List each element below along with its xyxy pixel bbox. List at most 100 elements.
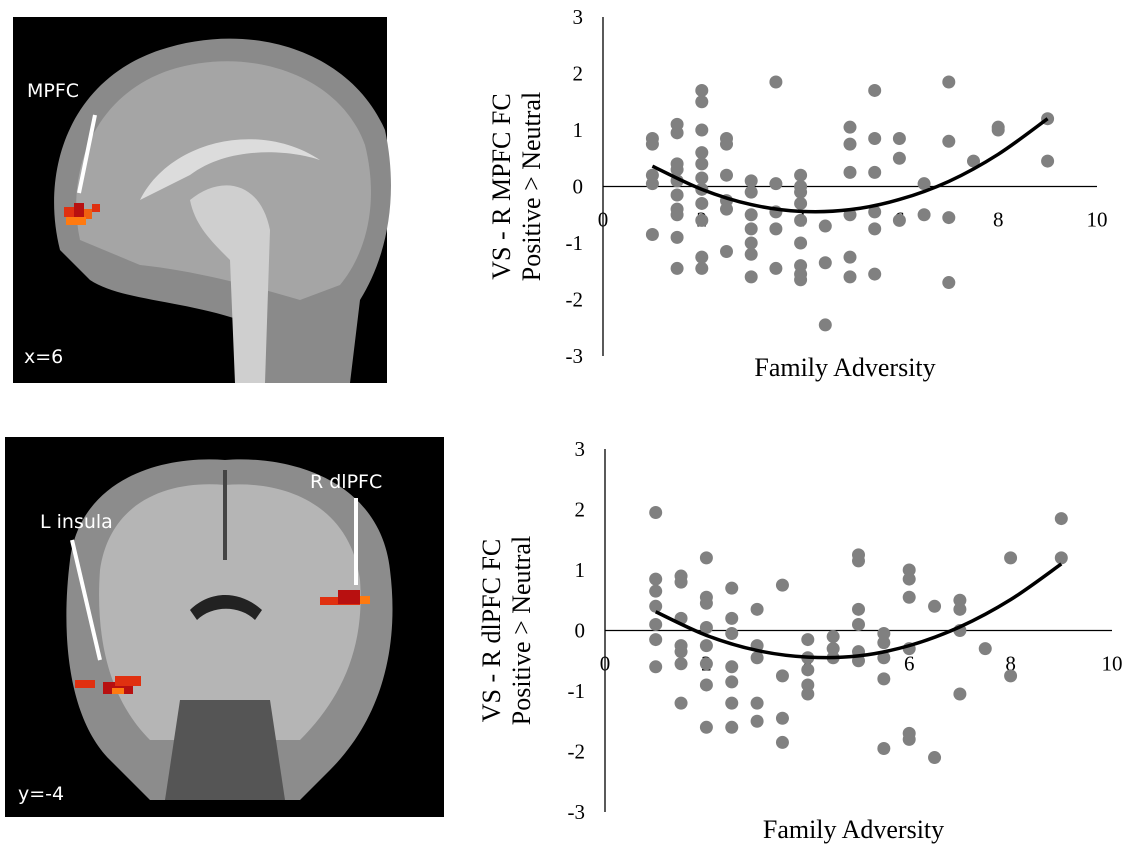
data-point	[750, 651, 764, 665]
y-tick-label: -1	[566, 231, 584, 255]
data-point	[953, 593, 967, 607]
data-point	[670, 208, 684, 222]
data-point	[699, 657, 713, 671]
x-tick-label: 10	[1102, 652, 1123, 676]
data-point	[826, 642, 840, 656]
data-point	[695, 196, 709, 210]
data-point	[744, 236, 758, 250]
x-axis-label: Family Adversity	[754, 353, 935, 382]
data-point	[942, 211, 956, 225]
data-point	[725, 581, 739, 595]
y-tick-label: 1	[573, 118, 584, 142]
y-tick-label: 0	[573, 175, 584, 199]
data-point	[725, 696, 739, 710]
data-point	[775, 711, 789, 725]
data-point	[695, 250, 709, 264]
data-point	[699, 720, 713, 734]
data-point	[695, 123, 709, 137]
data-point	[917, 208, 931, 222]
y-tick-label: 0	[575, 619, 586, 643]
data-point	[978, 642, 992, 656]
data-point	[818, 256, 832, 270]
data-point	[670, 126, 684, 140]
data-point	[649, 572, 663, 586]
region-label: R dlPFC	[310, 471, 382, 493]
data-point	[674, 657, 688, 671]
data-point	[750, 602, 764, 616]
data-point	[725, 627, 739, 641]
data-point	[928, 599, 942, 613]
data-point	[1004, 551, 1018, 565]
data-point	[649, 584, 663, 598]
x-tick-label: 10	[1087, 208, 1108, 232]
data-point	[695, 261, 709, 275]
x-axis-label: Family Adversity	[763, 815, 944, 844]
data-point	[942, 75, 956, 89]
y-tick-label: 1	[575, 558, 586, 582]
y-axis-label: VS - R MPFC FC	[487, 93, 516, 279]
data-point	[942, 134, 956, 148]
y-tick-label: 3	[575, 437, 586, 461]
data-point	[775, 578, 789, 592]
data-point	[877, 651, 891, 665]
data-point	[868, 222, 882, 236]
slice-coordinate: x=6	[24, 346, 63, 368]
data-point	[1054, 551, 1068, 565]
data-point	[1041, 154, 1055, 168]
data-point	[843, 250, 857, 264]
y-axis-label: Positive > Neutral	[507, 536, 536, 725]
x-tick-label: 0	[598, 208, 609, 232]
data-point	[769, 222, 783, 236]
data-point	[794, 213, 808, 227]
data-point	[953, 602, 967, 616]
data-point	[902, 572, 916, 586]
data-point	[645, 177, 659, 191]
y-axis-label: VS - R dlPFC FC	[477, 539, 506, 723]
data-point	[843, 270, 857, 284]
data-point	[699, 551, 713, 565]
data-point	[769, 75, 783, 89]
data-point	[928, 751, 942, 765]
data-point	[645, 228, 659, 242]
data-point	[670, 261, 684, 275]
data-point	[818, 219, 832, 233]
data-point	[967, 154, 980, 168]
data-point	[801, 663, 815, 677]
data-point	[695, 146, 709, 160]
data-point	[720, 244, 733, 258]
data-point	[868, 131, 882, 145]
slice-coordinate: y=-4	[18, 783, 64, 805]
data-point	[744, 270, 758, 284]
y-tick-label: 2	[575, 498, 586, 522]
data-point	[670, 230, 684, 244]
data-point	[892, 213, 906, 227]
data-point	[699, 620, 713, 634]
data-point	[720, 137, 733, 151]
data-point	[868, 205, 882, 219]
trend-line	[654, 562, 1063, 660]
data-point	[892, 131, 906, 145]
data-point	[826, 630, 840, 644]
data-point	[852, 602, 865, 616]
data-point	[801, 687, 815, 701]
data-point	[794, 185, 808, 199]
data-point	[1054, 512, 1068, 526]
data-point	[695, 83, 709, 97]
region-label: L insula	[40, 511, 113, 533]
data-point	[695, 213, 709, 227]
data-point	[991, 123, 1005, 137]
data-point	[877, 741, 891, 755]
data-point	[902, 732, 916, 746]
data-point	[843, 165, 857, 179]
data-point	[852, 554, 865, 568]
data-point	[649, 506, 663, 520]
data-point	[942, 276, 956, 290]
scatter-chart: -3-2-101230246810VS - R MPFC FCPositive …	[487, 5, 1108, 382]
data-point	[843, 120, 857, 134]
data-point	[695, 171, 709, 185]
data-point	[877, 636, 891, 650]
data-point	[775, 669, 789, 683]
y-axis-label: Positive > Neutral	[517, 92, 546, 281]
data-point	[877, 672, 891, 686]
